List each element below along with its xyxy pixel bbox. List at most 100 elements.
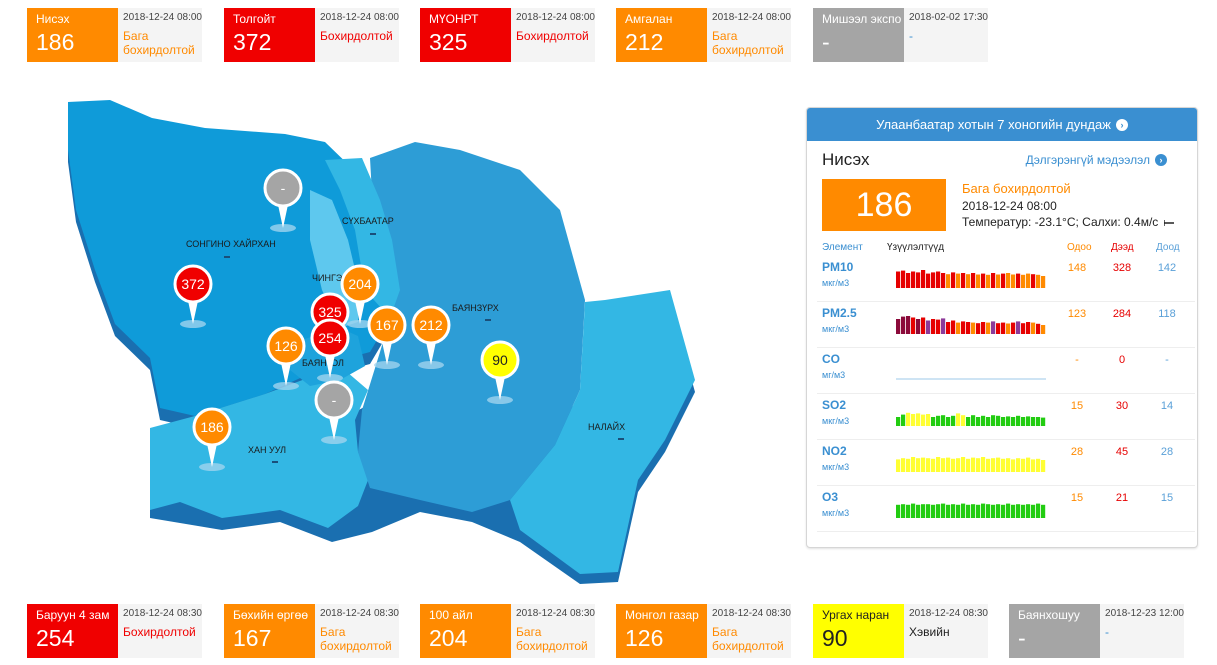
station-marker[interactable]: 126	[266, 326, 306, 390]
sparkbar	[936, 319, 941, 334]
pollutant-row[interactable]: CO мг/м3 - 0 -	[817, 348, 1195, 394]
sparkbar	[916, 413, 921, 426]
sparkbar	[991, 458, 996, 472]
more-info-link[interactable]: Дэлгэрэнгүй мэдээлэл ›	[1026, 153, 1167, 167]
sparkbar	[1041, 460, 1046, 472]
pollutant-max: 328	[1112, 262, 1132, 274]
station-marker[interactable]: -	[314, 380, 354, 444]
district-nalaikh[interactable]	[510, 290, 695, 574]
pollutant-unit: мкг/м3	[822, 324, 850, 334]
station-marker[interactable]: 254	[310, 318, 350, 382]
station-card[interactable]: Толгойт 372 2018-12-24 08:00 Бохирдолтой	[224, 8, 399, 62]
sparkbar	[906, 273, 911, 288]
sparkbar	[976, 504, 981, 518]
sparkbar	[1036, 458, 1041, 472]
marker-circle	[367, 305, 407, 345]
sparkbar	[1001, 417, 1006, 426]
sparkbar	[1041, 325, 1046, 334]
station-timestamp: 2018-12-24 08:30	[123, 608, 202, 619]
sparkbar	[1011, 417, 1016, 426]
marker-value: -	[281, 180, 286, 196]
district-sukhbaatar[interactable]	[325, 158, 400, 318]
sparkbar	[956, 504, 961, 518]
pollutant-row[interactable]: SO2 мкг/м3 15 30 14	[817, 394, 1195, 440]
station-timestamp: 2018-02-02 17:30	[909, 12, 988, 23]
station-timestamp: 2018-12-24 08:00	[712, 12, 791, 23]
pollutant-row[interactable]: PM10 мкг/м3 148 328 142	[817, 256, 1195, 302]
sparkbar	[916, 504, 921, 518]
sparkbar	[1021, 274, 1026, 288]
district-bayanzurkh[interactable]	[358, 142, 585, 512]
chevron-right-icon: ›	[1115, 118, 1128, 131]
sparkbar	[986, 417, 991, 426]
station-card[interactable]: Баруун 4 зам 254 2018-12-24 08:30 Бохирдолт…	[27, 604, 202, 658]
district-label: БАЯНГОЛ	[302, 358, 344, 368]
sparkbar	[1006, 323, 1011, 334]
sparkbar	[966, 274, 971, 288]
station-marker[interactable]: 186	[192, 407, 232, 471]
station-aqi-value: -	[1018, 625, 1026, 651]
sparkbar	[1026, 273, 1031, 288]
station-card[interactable]: Ургах наран 90 2018-12-24 08:30 Хэвийн	[813, 604, 988, 658]
pollutant-row[interactable]: O3 мкг/м3 15 21 15	[817, 486, 1195, 532]
sparkbar	[1026, 322, 1031, 334]
station-swatch: МҮОНРТ 325	[420, 8, 512, 62]
station-marker[interactable]: 167	[367, 305, 407, 369]
sparkbar	[1026, 416, 1031, 426]
marker-circle	[192, 407, 232, 447]
sparkbar	[981, 457, 986, 472]
sparkbar	[961, 503, 966, 518]
station-marker[interactable]: 90	[480, 340, 520, 404]
station-card[interactable]: Нисэх 186 2018-12-24 08:00 Бага бохирдолтой	[27, 8, 202, 62]
sparkbar	[951, 320, 956, 334]
station-marker[interactable]: -	[263, 168, 303, 232]
marker-circle	[310, 318, 350, 358]
station-card[interactable]: Монгол газар 126 2018-12-24 08:30 Бага бохи…	[616, 604, 791, 658]
station-card[interactable]: Мишээл экспо -2018-02-02 17:30-	[813, 8, 988, 62]
station-card[interactable]: МҮОНРТ 325 2018-12-24 08:00 Бохирдолтой	[420, 8, 595, 62]
station-swatch: 100 айл 204	[420, 604, 512, 658]
sparkbar	[936, 457, 941, 472]
sparkbar	[931, 504, 936, 518]
sparkbar	[971, 273, 976, 288]
station-marker[interactable]: 372	[173, 264, 213, 328]
station-card[interactable]: 100 айл 204 2018-12-24 08:30 Бага бохирдолт…	[420, 604, 595, 658]
station-card[interactable]: Бөхийн өргөө 167 2018-12-24 08:30 Бага бохи…	[224, 604, 399, 658]
sparkbar	[1016, 273, 1021, 288]
sparkbar	[996, 274, 1001, 288]
marker-value: -	[332, 392, 337, 408]
sparkbar	[956, 322, 961, 334]
sparkbar	[896, 504, 901, 518]
pollutant-min: 28	[1160, 446, 1174, 458]
col-min: Доод	[1156, 242, 1180, 253]
sparkbar	[996, 457, 1001, 472]
station-marker[interactable]: 204	[340, 264, 380, 328]
sparkbar	[1001, 504, 1006, 518]
sparkbar	[1036, 274, 1041, 288]
sparkbar	[1011, 504, 1016, 518]
sparkbar	[1041, 276, 1046, 288]
sparkbar	[1036, 503, 1041, 518]
station-aqi-value: -	[822, 29, 830, 55]
pollutant-row[interactable]: NO2 мкг/м3 28 45 28	[817, 440, 1195, 486]
station-timestamp: 2018-12-24 08:30	[712, 608, 791, 619]
station-status: Бохирдолтой	[320, 29, 393, 43]
station-status: Бага бохирдолтой	[712, 29, 784, 57]
pollutant-sparkbars	[896, 412, 1046, 426]
marker-value: 212	[419, 317, 443, 333]
panel-header[interactable]: Улаанбаатар хотын 7 хоногийн дундаж ›	[807, 108, 1197, 141]
marker-value: 126	[274, 338, 298, 354]
station-marker[interactable]: 212	[411, 305, 451, 369]
station-name: Бөхийн өргөө	[233, 608, 308, 622]
sparkbar	[1006, 416, 1011, 426]
station-card[interactable]: Баянхошуу - 2018-12-23 12:00 -	[1009, 604, 1184, 658]
sparkbar	[896, 459, 901, 472]
station-card[interactable]: Амгалан 212 2018-12-24 08:00 Бага бохирдолт…	[616, 8, 791, 62]
aqi-status: Бага бохирдолтой	[962, 181, 1071, 196]
station-name: Амгалан	[625, 12, 673, 26]
pollutant-row[interactable]: PM2.5 мкг/м3 123 284 118	[817, 302, 1195, 348]
station-status: -	[909, 29, 914, 43]
sparkbar	[981, 273, 986, 288]
district-khanuul[interactable]	[150, 366, 370, 528]
pollutant-min: 15	[1160, 492, 1174, 504]
